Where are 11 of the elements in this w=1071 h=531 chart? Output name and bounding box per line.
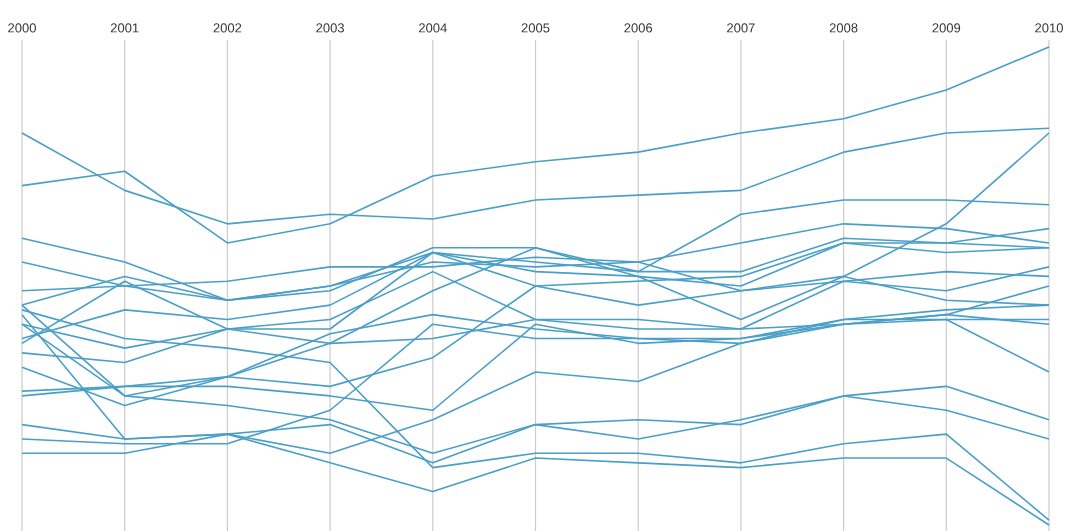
x-tick-label: 2005 [521,23,550,33]
x-tick-label: 2001 [110,23,139,33]
x-tick-label: 2007 [727,23,755,33]
x-tick-label: 2003 [316,23,344,33]
x-tick-label: 2000 [8,23,36,33]
x-tick-label: 2009 [932,23,961,33]
x-tick-label: 2010 [1035,23,1063,33]
x-tick-label: 2002 [213,23,242,33]
x-tick-label: 2008 [829,23,858,33]
x-tick-label: 2006 [624,23,653,33]
x-tick-label: 2004 [419,23,447,33]
